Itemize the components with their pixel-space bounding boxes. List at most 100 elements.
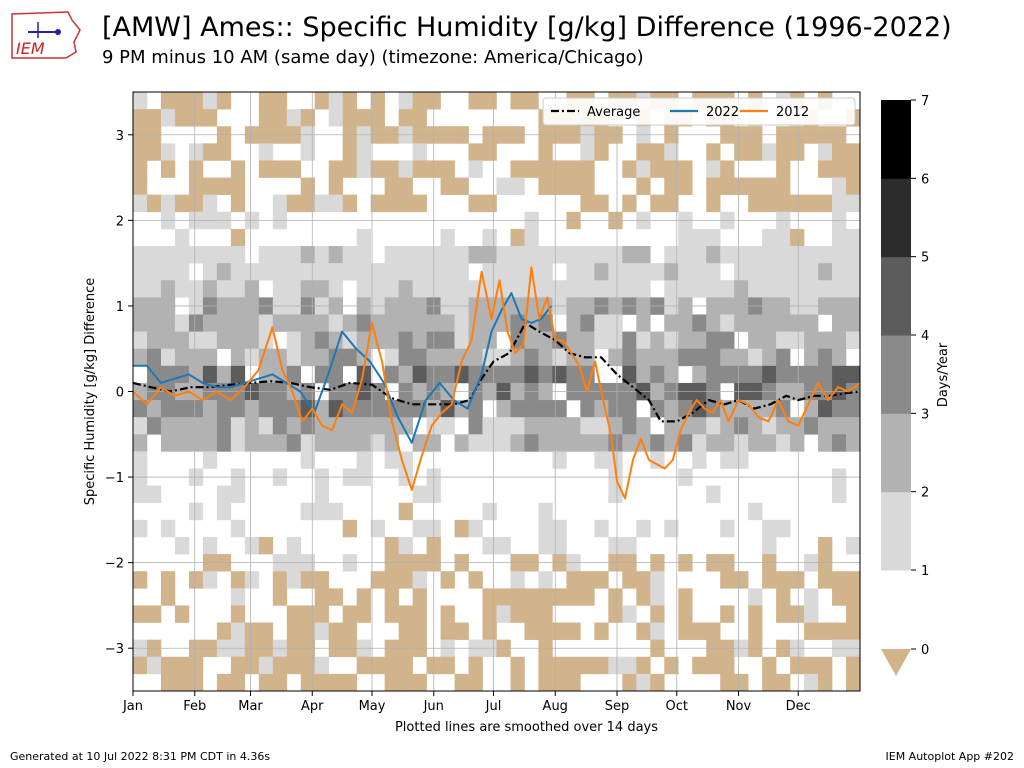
heatmap-cell xyxy=(202,314,218,332)
heatmap-cell xyxy=(720,314,735,332)
heatmap-cell xyxy=(160,588,176,606)
heatmap-cell xyxy=(748,382,763,401)
heatmap-cell xyxy=(496,177,511,195)
heatmap-cell xyxy=(510,365,525,384)
heatmap-cell xyxy=(720,297,735,315)
heatmap-cell xyxy=(398,400,413,418)
heatmap-cell xyxy=(748,194,763,213)
heatmap-cell xyxy=(734,673,749,692)
heatmap-cell xyxy=(328,92,344,110)
heatmap-cell xyxy=(678,331,693,350)
heatmap-cell xyxy=(818,331,833,350)
heatmap-cell xyxy=(720,348,735,367)
heatmap-cell xyxy=(482,280,497,298)
heatmap-cell xyxy=(832,468,847,486)
heatmap-cell xyxy=(734,400,749,418)
heatmap-cell xyxy=(622,280,637,298)
heatmap-cell xyxy=(188,177,204,195)
heatmap-cell xyxy=(133,177,148,195)
heatmap-cell xyxy=(650,571,665,589)
heatmap-cell xyxy=(510,228,525,247)
heatmap-cell xyxy=(230,417,246,435)
heatmap-cell xyxy=(552,109,567,127)
heatmap-cell xyxy=(846,382,861,401)
heatmap-cell xyxy=(636,365,651,384)
grid-lines xyxy=(132,92,860,691)
heatmap-cell xyxy=(748,502,763,521)
heatmap-cell xyxy=(384,673,399,692)
heatmap-cell xyxy=(412,382,427,401)
heatmap-cell xyxy=(216,177,232,195)
heatmap-cell xyxy=(384,571,399,589)
heatmap-cell xyxy=(818,280,833,298)
heatmap-cell xyxy=(384,126,399,144)
heatmap-cell xyxy=(692,331,707,350)
heatmap-cell xyxy=(482,588,497,606)
heatmap-cell xyxy=(398,605,413,623)
heatmap-cell xyxy=(398,673,413,692)
heatmap-cell xyxy=(230,331,246,350)
heatmap-cell xyxy=(636,177,651,195)
heatmap-cell xyxy=(510,263,525,281)
heatmap-cell xyxy=(678,263,693,281)
heatmap-cell xyxy=(454,331,469,350)
heatmap-cell xyxy=(580,297,595,315)
heatmap-cell xyxy=(160,263,176,281)
heatmap-cell xyxy=(706,400,721,418)
heatmap-cell xyxy=(846,194,861,213)
heatmap-cell xyxy=(286,365,302,384)
heatmap-cell xyxy=(552,554,567,572)
heatmap-cell xyxy=(496,314,511,332)
heatmap-cell xyxy=(272,246,288,264)
heatmap-cell xyxy=(272,417,288,435)
colorbar-label: Days/Year xyxy=(936,342,951,407)
heatmap-cell xyxy=(706,434,721,452)
heatmap-cell xyxy=(650,673,665,692)
heatmap-cell xyxy=(482,417,497,435)
heatmap-cell xyxy=(832,485,847,504)
heatmap-cell xyxy=(762,228,777,247)
x-tick-label: Feb xyxy=(183,699,206,714)
heatmap-cell xyxy=(524,382,539,401)
heatmap-cell xyxy=(762,263,777,281)
heatmap-cell xyxy=(230,365,246,384)
heatmap-cell xyxy=(762,297,777,315)
heatmap-cell xyxy=(286,331,302,350)
heatmap-cell xyxy=(580,126,595,144)
x-tick-label: Jul xyxy=(485,699,502,714)
heatmap-cell xyxy=(342,400,357,418)
heatmap-cell xyxy=(356,280,371,298)
legend-label: 2022 xyxy=(706,105,739,120)
heatmap-cell xyxy=(636,519,651,538)
heatmap-cell xyxy=(468,194,483,213)
heatmap-cell xyxy=(300,177,316,195)
heatmap-cell xyxy=(510,434,525,452)
heatmap-cell xyxy=(146,417,162,435)
heatmap-cell xyxy=(426,417,441,435)
heatmap-cell xyxy=(552,331,567,350)
heatmap-cell xyxy=(356,639,371,658)
y-axis-label: Specific Humidity [g/kg] Difference xyxy=(83,278,98,506)
heatmap-cell xyxy=(412,673,427,692)
heatmap-cell xyxy=(510,348,525,367)
heatmap-cell xyxy=(160,314,176,332)
heatmap-cell xyxy=(706,109,721,127)
heatmap-cell xyxy=(580,143,595,161)
heatmap-cell xyxy=(412,588,427,606)
heatmap-cell xyxy=(272,365,288,384)
heatmap-cell xyxy=(510,417,525,435)
heatmap-cell xyxy=(790,109,805,127)
heatmap-cell xyxy=(538,143,553,161)
heatmap-cell xyxy=(328,177,344,195)
heatmap-cell xyxy=(538,588,553,606)
heatmap-cell xyxy=(244,639,260,658)
heatmap-cell xyxy=(286,554,302,572)
heatmap-cell xyxy=(272,297,288,315)
heatmap-cell xyxy=(202,382,218,401)
heatmap-cell xyxy=(538,177,553,195)
heatmap-cell xyxy=(454,622,469,640)
heatmap-cell xyxy=(314,485,330,504)
heatmap-cell xyxy=(454,246,469,264)
heatmap-cell xyxy=(146,297,162,315)
heatmap-cell xyxy=(790,656,805,675)
